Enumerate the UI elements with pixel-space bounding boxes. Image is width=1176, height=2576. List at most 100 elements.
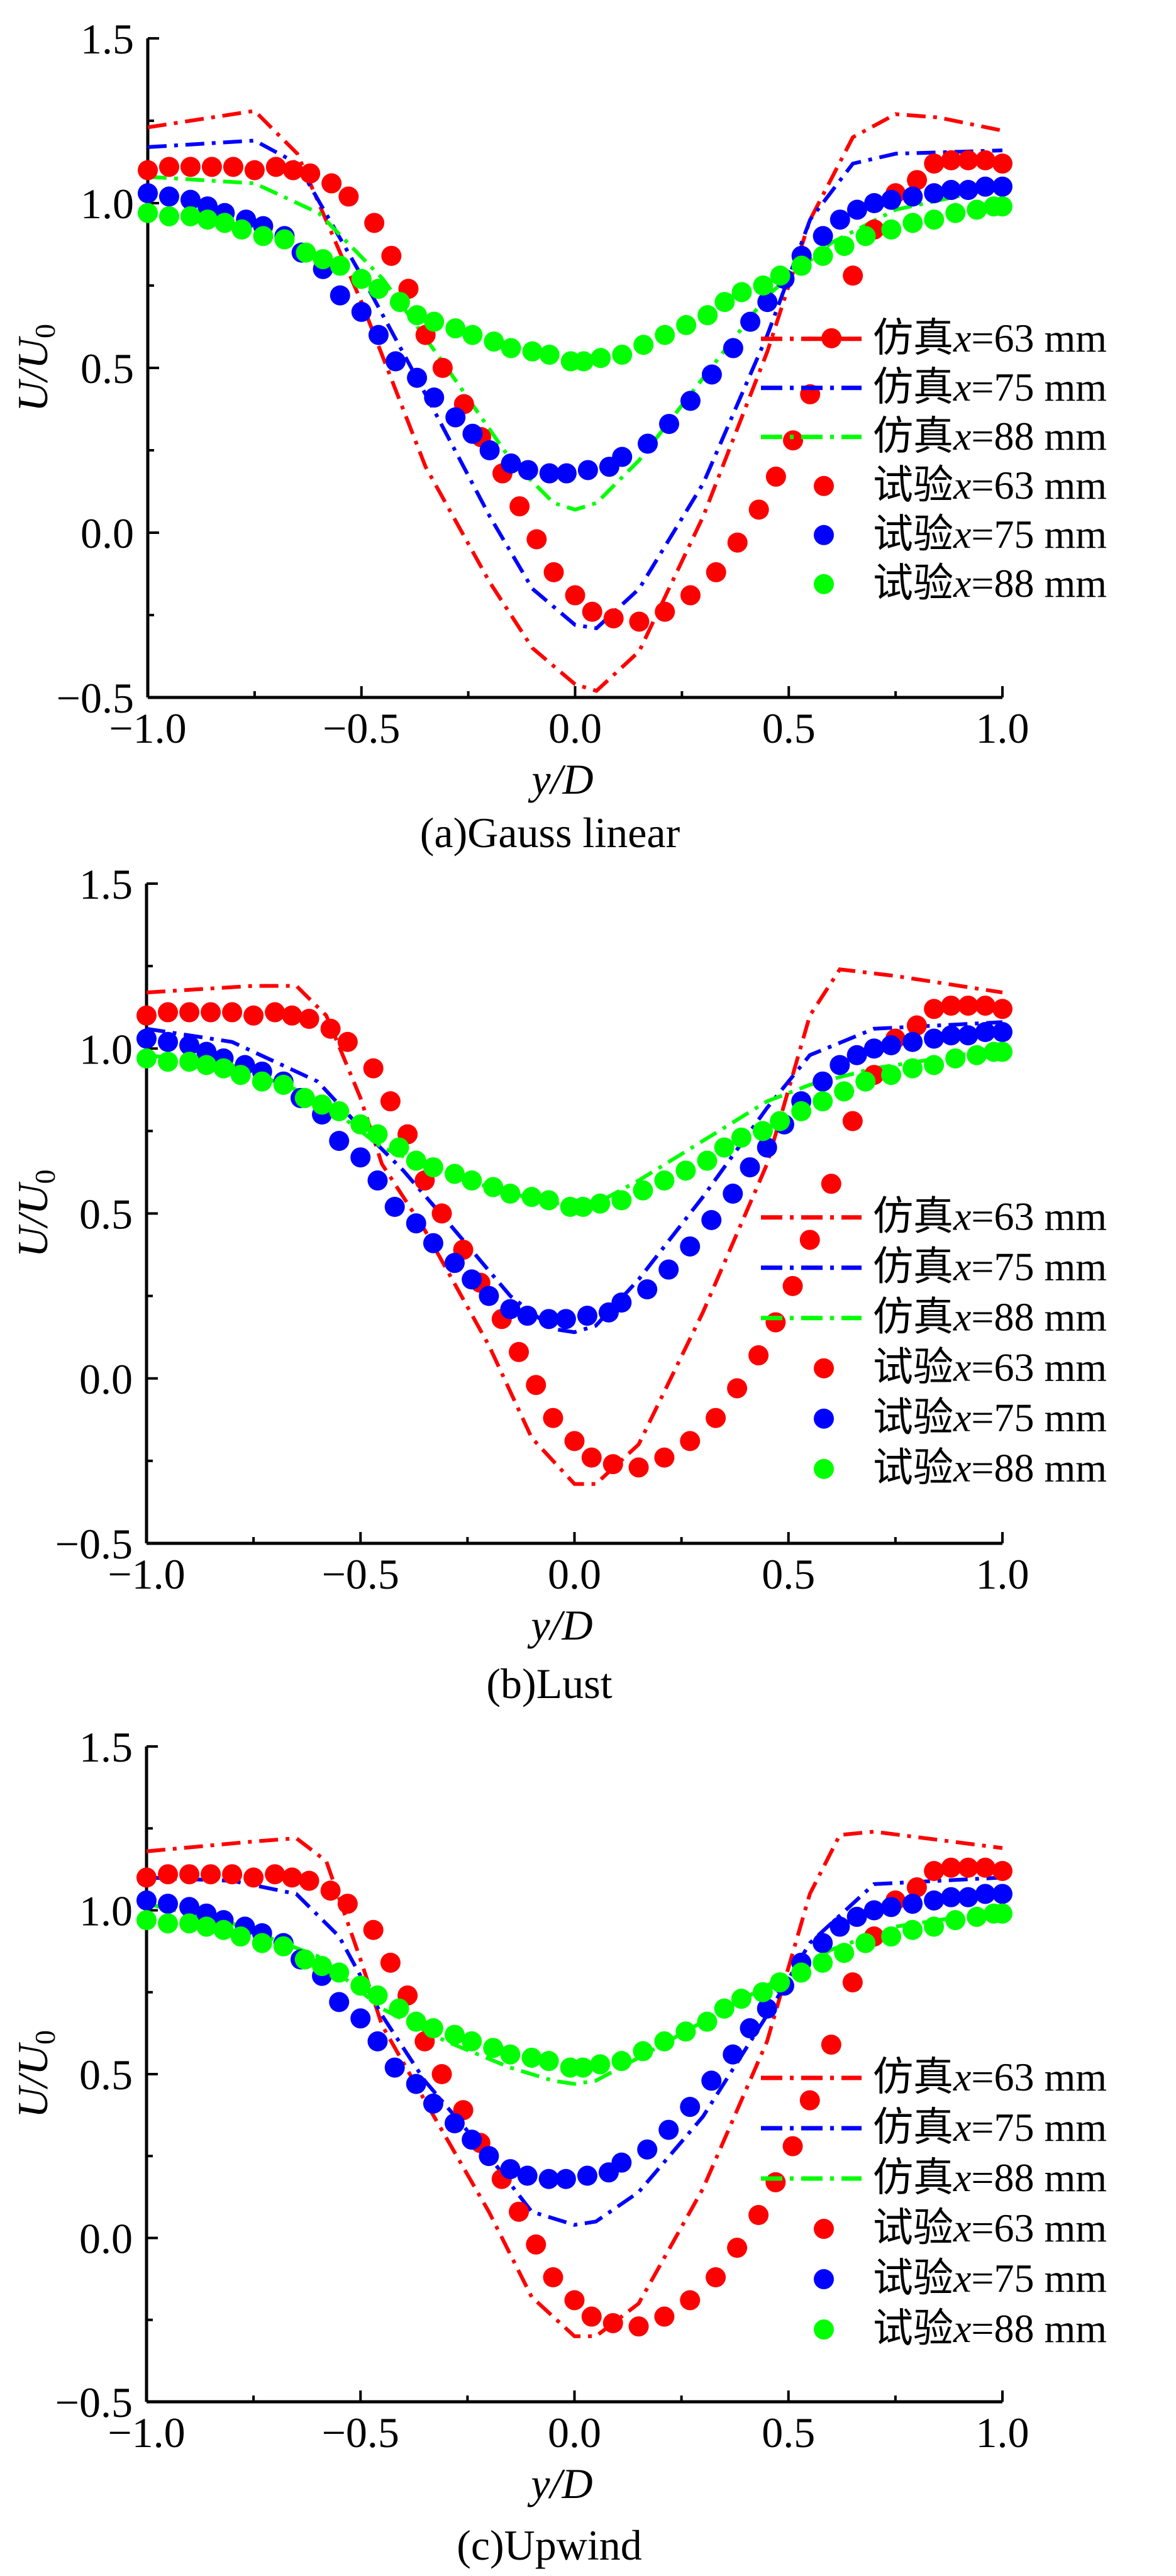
exp-point-75 <box>740 1157 760 1178</box>
exp-point-75 <box>501 453 521 474</box>
exp-point-88 <box>655 325 675 345</box>
exp-point-75 <box>680 1236 701 1257</box>
exp-point-75 <box>740 311 761 332</box>
exp-point-88 <box>855 1071 876 1092</box>
legend-item: 试验x=88 mm <box>814 2306 1107 2351</box>
exp-point-88 <box>294 1949 315 1970</box>
legend-suffix: =63 mm <box>971 2055 1107 2099</box>
exp-point-75 <box>351 301 372 322</box>
legend-item: 仿真x=75 mm <box>761 2105 1107 2150</box>
exp-point-88 <box>791 255 812 276</box>
exp-point-88 <box>813 1952 833 1973</box>
exp-point-88 <box>791 1962 812 1983</box>
legend-label: 试验x=63 mm <box>873 1345 1107 1390</box>
x-tick-label: 0.5 <box>762 2409 815 2457</box>
exp-point-75 <box>680 2097 701 2118</box>
legend-item: 试验x=75 mm <box>814 2256 1107 2301</box>
exp-point-63 <box>201 1864 221 1885</box>
exp-point-75 <box>701 364 722 385</box>
legend-item: 试验x=88 mm <box>814 1446 1107 1491</box>
legend-prefix: 试验 <box>873 1446 953 1491</box>
exp-point-75 <box>517 1306 538 1326</box>
y-tick-label: 0.0 <box>79 1355 133 1403</box>
exp-point-88 <box>967 199 987 220</box>
exp-point-75 <box>462 2129 482 2150</box>
exp-point-63 <box>941 150 962 170</box>
exp-point-63 <box>138 160 158 180</box>
sim-line-63 <box>146 1829 1003 2338</box>
exp-point-75 <box>902 1894 923 1914</box>
legend-dot-swatch <box>814 2219 834 2240</box>
exp-point-88 <box>612 345 633 365</box>
legend-suffix: =88 mm <box>971 1295 1107 1340</box>
exp-point-88 <box>367 1124 388 1145</box>
exp-point-75 <box>517 2165 538 2186</box>
exp-point-88 <box>731 1127 752 1148</box>
exp-point-88 <box>444 2024 465 2045</box>
x-tick-label: 1.0 <box>976 704 1029 752</box>
legend-item: 试验x=75 mm <box>814 512 1107 557</box>
exp-point-75 <box>757 1137 777 1158</box>
y-axis-title-subscript: 0 <box>29 1169 61 1184</box>
exp-point-63 <box>565 585 585 606</box>
exp-point-63 <box>975 1857 996 1878</box>
exp-point-63 <box>748 499 769 520</box>
y-tick-label: 0.5 <box>79 2051 133 2099</box>
legend-var: x <box>953 414 971 458</box>
y-tick-label: 1.0 <box>79 1887 133 1935</box>
exp-point-63 <box>363 1919 384 1940</box>
exp-point-75 <box>902 1031 923 1052</box>
exp-point-88 <box>675 2021 696 2042</box>
legend-item: 试验x=63 mm <box>814 1345 1107 1390</box>
legend-prefix: 仿真 <box>873 2155 953 2200</box>
legend-prefix: 仿真 <box>873 316 953 360</box>
exp-point-88 <box>967 1045 987 1065</box>
legend-label: 仿真x=63 mm <box>873 316 1107 360</box>
legend-suffix: =63 mm <box>971 316 1107 360</box>
legend-var: x <box>953 1194 971 1239</box>
legend-var: x <box>953 2055 971 2099</box>
exp-point-88 <box>881 219 902 240</box>
exp-point-75 <box>329 1992 350 2012</box>
legend-var: x <box>953 2155 971 2200</box>
exp-point-63 <box>941 996 962 1016</box>
exp-point-75 <box>500 2159 521 2180</box>
exp-point-63 <box>975 996 996 1016</box>
exp-point-63 <box>654 2306 675 2327</box>
exp-point-88 <box>484 331 504 352</box>
exp-point-63 <box>432 358 453 378</box>
legend-prefix: 试验 <box>873 1396 953 1440</box>
legend-prefix: 仿真 <box>873 2055 953 2099</box>
exp-point-63 <box>748 2205 769 2226</box>
legend-suffix: =75 mm <box>971 365 1107 409</box>
exp-point-88 <box>444 1163 465 1184</box>
legend-prefix: 试验 <box>873 2206 953 2250</box>
y-axis-title: U/U0 <box>9 2030 61 2118</box>
exp-point-88 <box>791 1101 812 1121</box>
sim-line-75 <box>147 138 1003 631</box>
exp-point-63 <box>543 1407 563 1428</box>
exp-point-88 <box>573 1197 594 1218</box>
exp-point-88 <box>992 196 1012 217</box>
exp-point-88 <box>813 1091 833 1112</box>
exp-point-63 <box>706 1407 726 1428</box>
legend-var: x <box>953 1396 971 1440</box>
exp-point-75 <box>701 2070 722 2091</box>
legend-suffix: =75 mm <box>971 2256 1107 2301</box>
exp-point-88 <box>611 2051 632 2072</box>
exp-point-88 <box>406 2011 426 2032</box>
y-tick-label: 1.5 <box>79 860 133 908</box>
y-axis-title: U/U0 <box>9 324 61 412</box>
panel-caption: (b)Lust <box>486 1660 612 1707</box>
exp-point-63 <box>906 1877 927 1898</box>
legend-label: 试验x=88 mm <box>873 561 1107 606</box>
exp-point-88 <box>654 1170 675 1191</box>
exp-point-88 <box>538 2051 559 2072</box>
exp-point-63 <box>243 1005 264 1026</box>
exp-point-75 <box>158 186 179 207</box>
exp-point-75 <box>813 1933 833 1953</box>
legend-label: 仿真x=75 mm <box>873 365 1107 409</box>
exp-point-63 <box>992 153 1012 174</box>
legend-dot-swatch <box>814 574 834 594</box>
exp-point-88 <box>197 209 218 230</box>
